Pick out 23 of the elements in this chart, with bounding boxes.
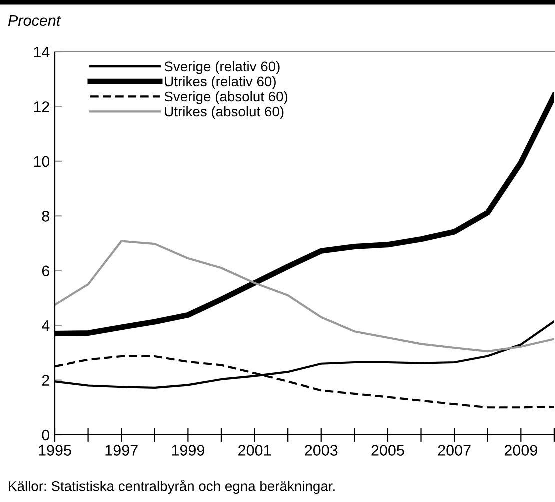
y-tick-label: 4 (42, 320, 50, 332)
line-series (55, 240, 554, 353)
y-tick-label: 2 (42, 375, 50, 386)
legend-label: Utrikes (relativ 60) (165, 76, 276, 90)
x-tick-label: 2003 (305, 445, 338, 456)
x-tick-label: 1995 (39, 445, 72, 456)
y-tick-label: 10 (34, 156, 50, 168)
legend-label: Sverige (relativ 60) (164, 61, 280, 74)
y-tick-label: 12 (34, 102, 50, 112)
text: Källor: Statistiska centralbyrån och egna beräkningar. (9, 480, 335, 494)
y-tick-label: 14 (34, 47, 50, 58)
x-tick-label: 2009 (504, 445, 538, 456)
y-tick-label: 8 (42, 211, 50, 222)
x-tick-label: 2001 (238, 445, 272, 456)
x-tick-label: 2007 (438, 445, 471, 456)
x-tick-label: 1997 (106, 445, 138, 456)
x-tick-label: 2005 (372, 445, 404, 456)
x-tick-label: 1999 (172, 445, 204, 456)
legend-label: Sverige (absolut 60) (164, 91, 288, 104)
y-tick-label: 0 (42, 430, 50, 441)
legend-label: Utrikes (absolut 60) (165, 106, 284, 120)
y-tick-label: 6 (42, 266, 50, 277)
y-axis-title: Procent (8, 15, 62, 26)
